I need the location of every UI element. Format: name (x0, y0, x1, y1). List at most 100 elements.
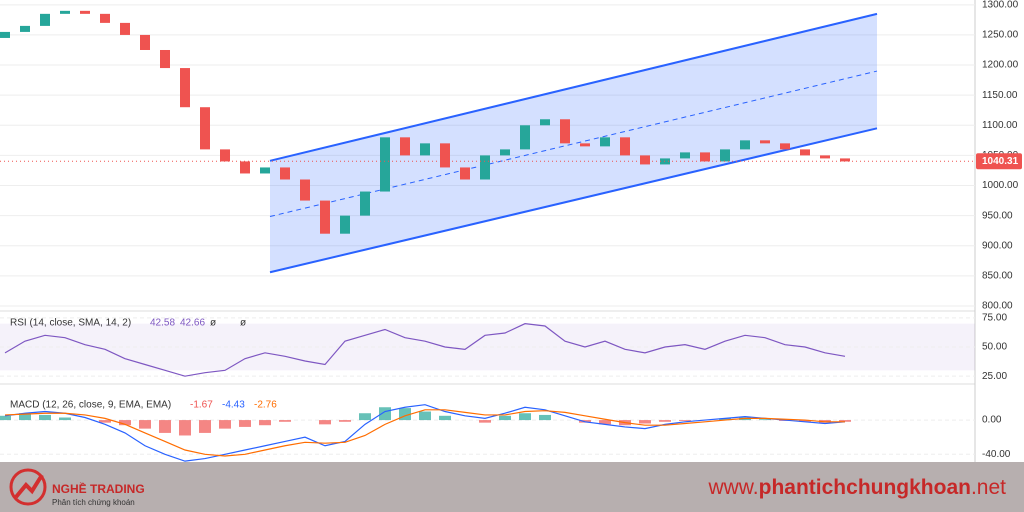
candle (120, 22, 130, 35)
histogram-bar (679, 420, 691, 421)
candle (680, 152, 690, 159)
histogram-bar (499, 415, 511, 421)
candle (500, 149, 510, 156)
candle (640, 155, 650, 165)
histogram-bar (159, 420, 171, 433)
histogram-bar (99, 420, 111, 423)
candle (800, 149, 810, 156)
candle (600, 137, 610, 147)
histogram-bar (39, 414, 51, 421)
histogram-bar (199, 420, 211, 433)
url-prefix: www. (708, 476, 759, 499)
histogram-bar (719, 418, 731, 421)
histogram-bar (639, 420, 651, 424)
candle (60, 10, 70, 14)
candle (540, 119, 550, 126)
histogram-bar (319, 420, 331, 425)
candle (380, 137, 390, 192)
y-tick-label: -40.00 (982, 449, 1011, 460)
url-suffix: .net (970, 476, 1006, 499)
last-price-label: 1040.31 (982, 156, 1019, 167)
candle (100, 13, 110, 23)
histogram-bar (799, 420, 811, 422)
line (4, 323, 846, 377)
histogram-bar (399, 408, 411, 421)
candle (460, 167, 470, 180)
histogram-bar (439, 415, 451, 421)
y-tick-label: 50.00 (982, 342, 1007, 353)
histogram-bar (839, 420, 851, 422)
candle (440, 143, 450, 168)
histogram-bar (179, 420, 191, 436)
histogram-bar (519, 413, 531, 421)
candle (220, 149, 230, 162)
histogram-bar (599, 420, 611, 425)
footer: NGHỀ TRADING Phân tích chứng khoán www.p… (0, 462, 1024, 512)
candle (20, 25, 30, 32)
chart: RSI (14, close, SMA, 14, 2) MACD (12, 26… (0, 0, 1022, 462)
candle (200, 107, 210, 150)
brand: NGHỀ TRADING (52, 482, 145, 496)
histogram-bar (659, 420, 671, 422)
y-tick-label: 1100.00 (982, 120, 1018, 131)
legend-value: -1.67 (190, 400, 213, 411)
candle (180, 68, 190, 108)
y-tick-label: 1150.00 (982, 90, 1018, 101)
channel-fill (270, 13, 877, 273)
histogram-bar (0, 415, 11, 421)
channel-lower (269, 127, 878, 274)
histogram-bar (479, 420, 491, 423)
price-label-bg (976, 153, 1022, 170)
y-tick-label: 850.00 (982, 271, 1013, 282)
candle (400, 137, 410, 156)
candle (160, 49, 170, 69)
url: www.phantichchungkhoan.net (708, 476, 1006, 500)
histogram-bar (419, 411, 431, 421)
url-main: phantichchungkhoan (758, 476, 971, 499)
histogram-bar (359, 413, 371, 421)
legend-value: -2.76 (254, 400, 277, 411)
legend-value: ø (210, 318, 216, 329)
y-tick-label: 25.00 (982, 371, 1007, 382)
candle (360, 191, 370, 216)
histogram-bar (239, 420, 251, 427)
candle (740, 140, 750, 150)
y-tick-label: 800.00 (982, 301, 1013, 312)
y-tick-label: 1200.00 (982, 60, 1019, 71)
candle (660, 158, 670, 165)
legend-value: -4.43 (222, 400, 245, 411)
histogram-bar (139, 420, 151, 429)
histogram-bar (59, 417, 71, 421)
y-tick-label: 1000.00 (982, 180, 1019, 191)
candle (80, 10, 90, 14)
histogram-bar (539, 414, 551, 421)
macd-title: MACD (12, 26, close, 9, EMA, EMA) (10, 400, 171, 411)
candle (580, 143, 590, 147)
candle (700, 152, 710, 162)
legend-value: 42.66 (180, 318, 205, 329)
candle (820, 155, 830, 159)
legend-value: ø (240, 318, 246, 329)
channel-upper (269, 12, 878, 162)
y-tick-label: 1300.00 (982, 0, 1019, 10)
candle (140, 34, 150, 50)
candle (240, 161, 250, 174)
histogram-bar (259, 420, 271, 426)
rsi-title: RSI (14, close, SMA, 14, 2) (10, 318, 131, 329)
histogram-bar (119, 420, 131, 426)
line (4, 404, 846, 462)
candle (340, 215, 350, 234)
line (4, 409, 845, 457)
tagline: Phân tích chứng khoán (52, 498, 135, 507)
histogram-bar (19, 413, 31, 421)
y-tick-label: 950.00 (982, 210, 1013, 221)
y-tick-label: 900.00 (982, 240, 1013, 251)
candle (300, 179, 310, 201)
logo (9, 468, 47, 506)
candle (280, 167, 290, 180)
candle (320, 200, 330, 234)
histogram-bar (339, 420, 351, 422)
candle (620, 137, 630, 156)
y-tick-label: 1250.00 (982, 30, 1019, 41)
